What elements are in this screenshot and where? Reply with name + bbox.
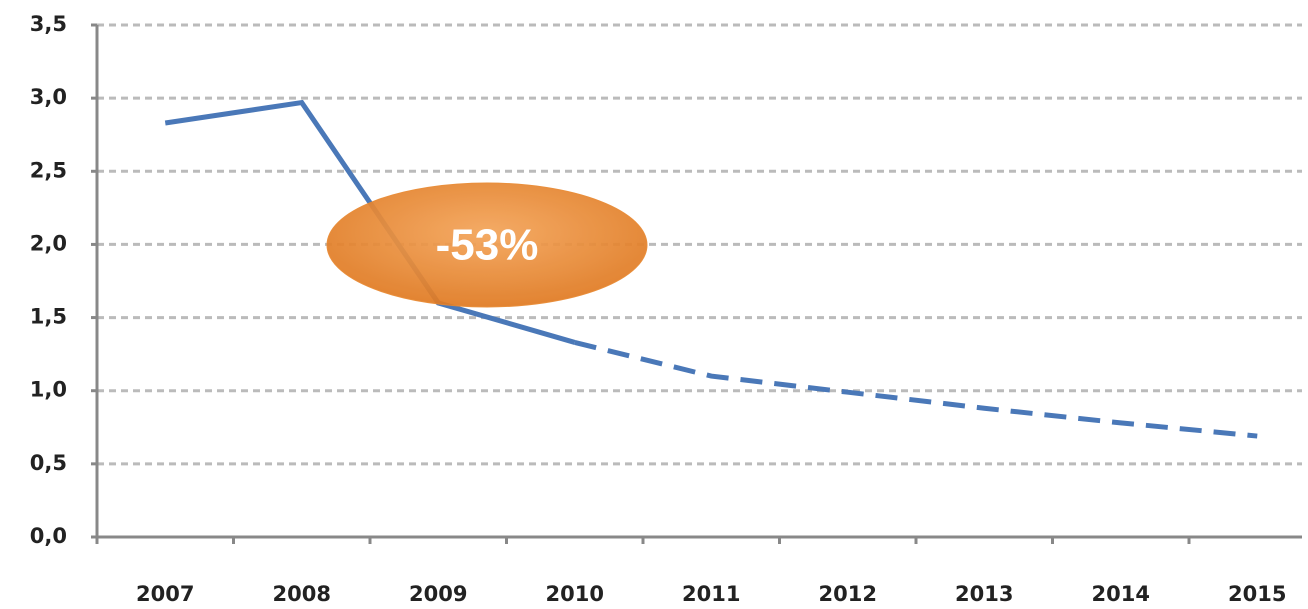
x-tick-label: 2013	[955, 582, 1013, 606]
annotation-bubble	[326, 182, 648, 308]
x-tick-label: 2012	[819, 582, 877, 606]
y-tick-label: 1,5	[30, 305, 67, 329]
x-tick-label: 2014	[1092, 582, 1150, 606]
annotation: -53%	[436, 221, 539, 270]
x-tick-label: 2009	[409, 582, 467, 606]
x-tick-label: 2008	[273, 582, 331, 606]
x-tick-label: 2011	[682, 582, 740, 606]
y-tick-label: 2,5	[30, 158, 67, 182]
line-series	[574, 340, 1258, 439]
y-tick-label: 3,5	[30, 12, 67, 36]
x-tick-label: 2010	[546, 582, 604, 606]
x-tick-label: 2015	[1228, 582, 1286, 606]
y-tick-label: 1,0	[30, 378, 67, 402]
y-tick-label: 0,5	[30, 451, 67, 475]
y-tick-label: 3,0	[30, 85, 67, 109]
y-tick-label: 0,0	[30, 524, 67, 548]
y-tick-label: 2,0	[30, 231, 67, 255]
x-tick-label: 2007	[136, 582, 194, 606]
